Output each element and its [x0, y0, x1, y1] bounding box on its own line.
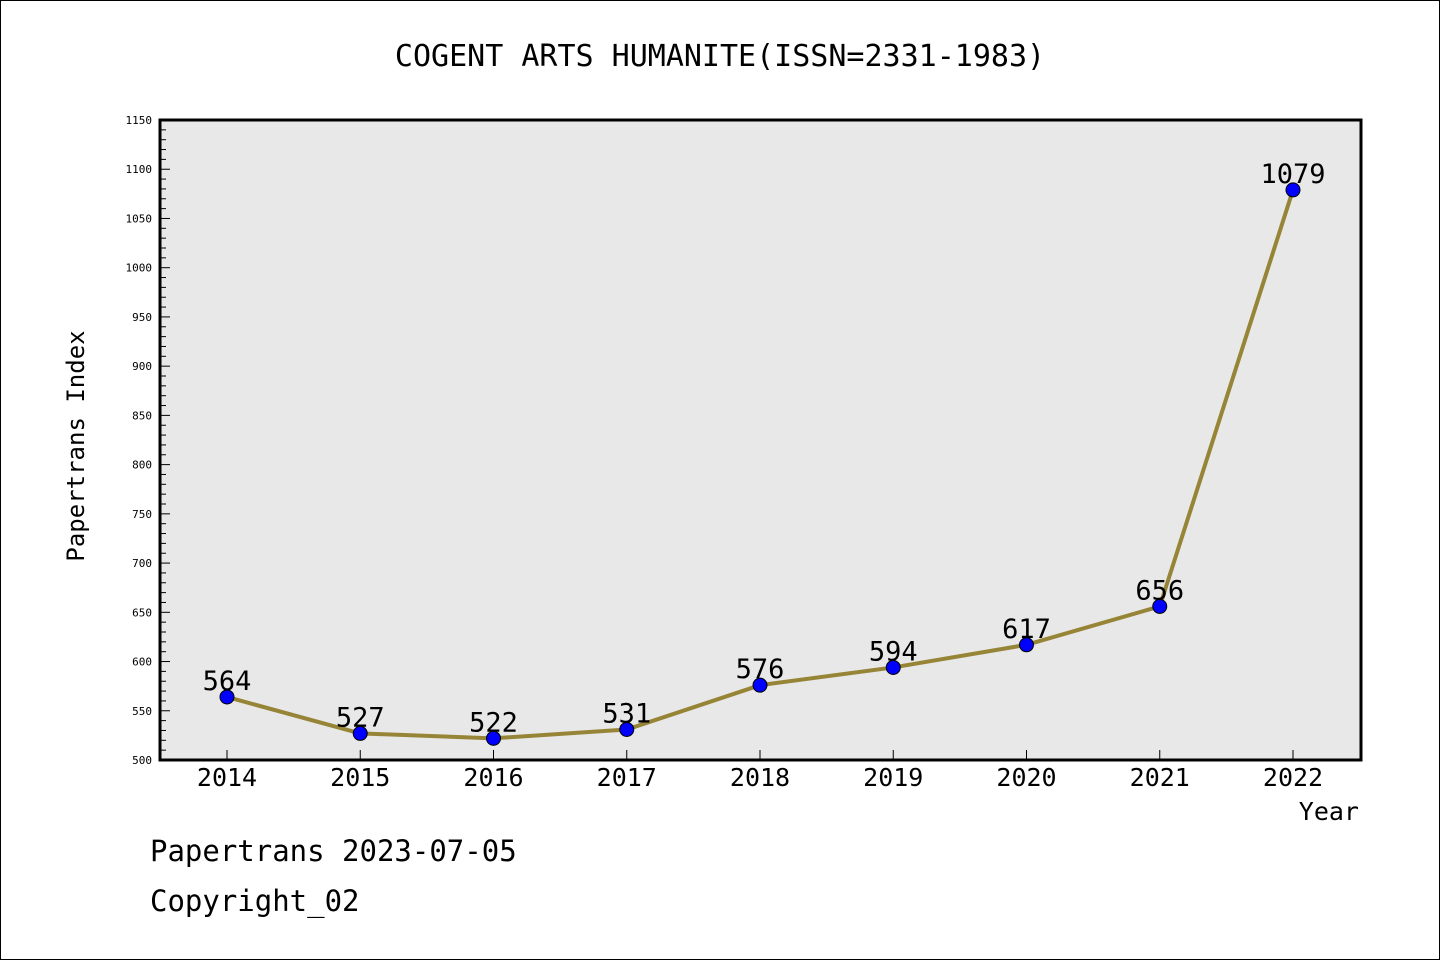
x-tick-label: 2015: [330, 763, 390, 792]
y-tick-label: 550: [132, 705, 152, 718]
y-tick-label: 1000: [126, 262, 153, 275]
x-tick-label: 2021: [1130, 763, 1190, 792]
y-tick-label: 1050: [126, 212, 153, 225]
x-axis-label: Year: [1299, 797, 1359, 826]
y-tick-label: 800: [132, 459, 152, 472]
y-tick-label: 1150: [126, 114, 153, 127]
data-point: [219, 689, 235, 705]
y-tick-label: 500: [132, 754, 152, 767]
y-axis-label: Papertrans Index: [62, 330, 90, 561]
y-tick-label: 850: [132, 409, 152, 422]
x-tick-label: 2014: [197, 763, 257, 792]
data-label: 522: [469, 707, 518, 738]
x-tick-label: 2016: [463, 763, 523, 792]
y-tick-label: 700: [132, 557, 152, 570]
footer-date-text: Papertrans 2023-07-05: [150, 834, 517, 868]
data-point: [486, 730, 501, 746]
x-tick-label: 2022: [1263, 763, 1323, 792]
y-tick-label: 950: [132, 311, 152, 324]
data-point: [352, 725, 368, 741]
y-tick-label: 1100: [126, 163, 153, 176]
data-label: 656: [1135, 575, 1184, 606]
data-label: 1079: [1260, 159, 1325, 190]
chart-title: COGENT ARTS HUMANITE(ISSN=2331-1983): [395, 39, 1045, 74]
series-group: 564 527 522 531 576 594 617 656 1079: [203, 159, 1326, 746]
data-point: [1019, 637, 1034, 653]
x-tick-label: 2019: [863, 763, 923, 792]
data-label: 564: [203, 666, 252, 697]
y-tick-label: 900: [132, 360, 152, 373]
data-label: 531: [602, 698, 651, 729]
data-point: [1152, 598, 1168, 614]
plot-border: [158, 118, 1363, 762]
plot-area: [160, 120, 1361, 760]
y-tick-label: 650: [132, 606, 152, 619]
data-label: 576: [736, 654, 785, 685]
x-axis: 2014 2015 2016 2017 2018 2019 2020 2021 2022: [197, 750, 1323, 792]
data-point: [752, 677, 768, 693]
footer-copyright-text: Copyright_02: [150, 884, 360, 918]
x-tick-label: 2018: [730, 763, 790, 792]
data-point: [885, 659, 901, 675]
x-tick-label: 2020: [996, 763, 1056, 792]
data-label: 594: [869, 636, 918, 667]
data-point: [619, 721, 635, 737]
data-point: [1285, 182, 1301, 198]
data-label: 527: [336, 702, 385, 733]
y-tick-label: 600: [132, 656, 152, 669]
data-label: 617: [1002, 614, 1051, 645]
x-tick-label: 2017: [597, 763, 657, 792]
y-tick-label: 750: [132, 508, 152, 521]
